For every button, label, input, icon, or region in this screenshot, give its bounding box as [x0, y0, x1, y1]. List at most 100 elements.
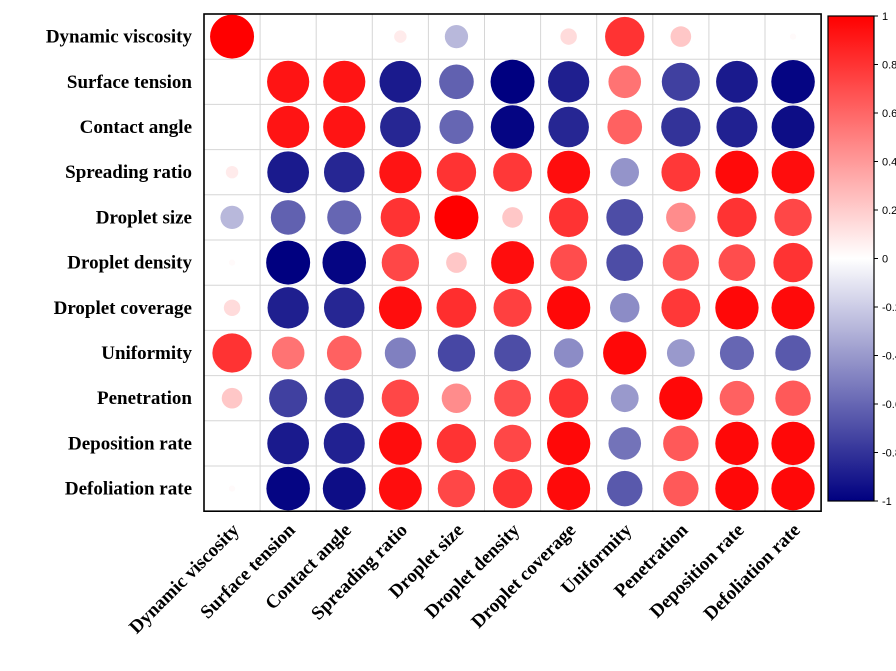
- correlation-circle: [560, 28, 577, 45]
- column-label: Spreading ratio: [307, 520, 412, 625]
- correlation-circle: [492, 468, 533, 509]
- grid-layer: [203, 13, 822, 513]
- correlation-circle: [605, 16, 645, 57]
- color-bar: 1 0.8 0.6 0.4 0.2 0 -0.2 -0.4 -0.6 -0.8 -1: [827, 11, 896, 508]
- correlation-circle: [715, 421, 759, 466]
- correlation-circle: [607, 470, 643, 507]
- correlation-circle: [548, 197, 589, 238]
- correlation-circle: [379, 151, 422, 194]
- correlation-circle: [212, 333, 252, 373]
- correlation-circle: [546, 286, 591, 330]
- color-bar-tick-label: 1: [882, 11, 888, 23]
- color-bar-gradient: [827, 15, 875, 502]
- color-bar-tick-label: -0.6: [882, 399, 896, 411]
- correlation-circle: [494, 334, 531, 372]
- correlation-circle: [715, 466, 759, 511]
- correlation-circle: [548, 378, 589, 418]
- correlation-circle: [548, 61, 590, 103]
- color-bar-tick-label: 0.2: [882, 205, 896, 217]
- row-label: Contact angle: [80, 117, 192, 138]
- correlation-circle: [606, 198, 644, 236]
- correlation-circle: [490, 59, 535, 104]
- correlation-circle: [378, 286, 422, 330]
- correlation-circle: [608, 65, 642, 99]
- correlation-circle: [771, 105, 815, 149]
- correlation-circle: [220, 205, 244, 230]
- correlation-circle: [670, 26, 692, 47]
- correlation-circle: [661, 152, 701, 192]
- row-label: Droplet density: [67, 253, 192, 274]
- correlation-circle: [775, 380, 811, 416]
- correlation-circle: [434, 195, 479, 240]
- correlation-circle: [378, 421, 422, 465]
- correlation-circle: [267, 287, 309, 329]
- correlation-circle: [610, 157, 640, 187]
- correlation-circle: [771, 60, 815, 104]
- correlation-circle: [663, 470, 699, 507]
- correlation-circle: [553, 338, 584, 368]
- correlation-circle: [381, 243, 420, 282]
- correlation-circle: [380, 197, 421, 238]
- row-label: Penetration: [97, 388, 192, 409]
- correlation-circle: [228, 485, 236, 492]
- correlation-circle: [323, 422, 365, 464]
- correlation-circle: [603, 331, 647, 375]
- color-bar-tick-label: -0.4: [882, 351, 896, 363]
- correlation-circle: [327, 200, 362, 235]
- correlation-circle: [716, 60, 758, 103]
- correlation-circle: [661, 62, 700, 101]
- correlation-circle: [266, 466, 310, 511]
- correlation-circle: [378, 467, 422, 511]
- correlation-circle: [661, 107, 701, 147]
- row-label: Surface tension: [67, 72, 193, 93]
- correlation-circle: [502, 207, 523, 228]
- correlation-circle: [270, 200, 306, 235]
- correlation-circle: [715, 286, 759, 330]
- correlation-circle: [436, 287, 477, 328]
- correlation-circle: [666, 339, 695, 367]
- correlation-circle: [717, 197, 757, 238]
- correlation-circle: [548, 106, 589, 148]
- correlation-circle: [719, 335, 754, 371]
- correlation-circle: [437, 334, 476, 372]
- row-label: Droplet size: [96, 207, 192, 228]
- correlation-circle: [774, 198, 812, 237]
- correlation-circle: [267, 151, 310, 194]
- correlation-circle: [771, 421, 815, 466]
- correlation-circle: [323, 151, 365, 193]
- correlation-circle: [394, 30, 407, 43]
- correlation-circle: [324, 378, 364, 418]
- correlation-circle: [436, 152, 477, 192]
- correlation-circle: [436, 423, 477, 464]
- plot-frame: [203, 13, 822, 513]
- column-label: Defoliation rate: [700, 520, 805, 625]
- correlation-circle: [550, 244, 588, 282]
- correlation-circle: [437, 469, 476, 508]
- correlation-circle: [716, 106, 758, 148]
- correlation-circle: [547, 467, 591, 511]
- correlation-circle: [380, 106, 421, 148]
- correlation-circle: [444, 24, 469, 49]
- correlation-circle: [210, 14, 255, 59]
- correlation-circle: [666, 202, 696, 233]
- column-label: Droplet coverage: [467, 520, 580, 633]
- correlation-circle: [225, 165, 239, 179]
- correlation-circle: [771, 286, 815, 330]
- row-labels: Dynamic viscosity Surface tension Contact …: [46, 27, 193, 500]
- row-label: Deposition rate: [68, 433, 192, 454]
- correlation-circle: [221, 387, 243, 409]
- correlation-circle: [775, 335, 811, 371]
- color-bar-tick-label: 0.8: [882, 60, 896, 72]
- correlation-circle: [490, 105, 535, 149]
- correlation-circle: [493, 288, 532, 327]
- row-label: Defoliation rate: [65, 479, 192, 500]
- circle-layer: [210, 14, 815, 511]
- correlation-circle: [771, 150, 815, 194]
- column-label: Surface tension: [196, 520, 300, 624]
- color-bar-tick-label: 0.4: [882, 157, 896, 169]
- correlation-circle: [546, 421, 591, 466]
- correlation-circle: [789, 33, 797, 40]
